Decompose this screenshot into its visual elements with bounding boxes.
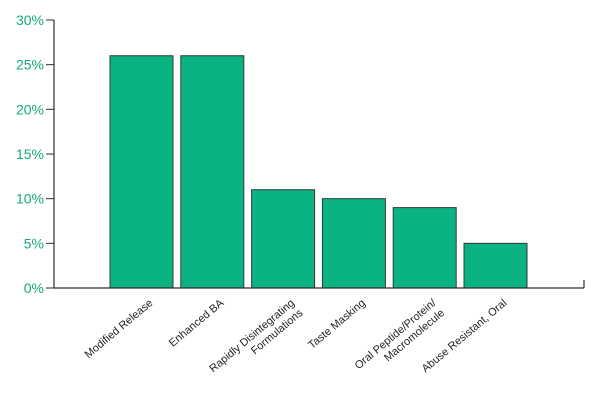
bar (321, 198, 386, 289)
y-tick-label: 10% (16, 191, 44, 207)
y-tick-label: 5% (24, 235, 44, 251)
axes (46, 19, 585, 289)
x-category-label: Taste Masking (306, 297, 368, 351)
bar (180, 55, 245, 289)
y-tick-label: 25% (16, 57, 44, 73)
y-tick-label: 0% (24, 280, 44, 296)
y-axis-tick-labels: 0% 5% 10% 15% 20% 25% 30% (16, 12, 44, 296)
x-category-label: Rapidly DisintegratingFormulations (207, 297, 305, 385)
y-tick-label: 20% (16, 101, 44, 117)
x-category-label-line: Modified Release (83, 297, 156, 361)
bar (463, 242, 528, 289)
x-category-label-line: Taste Masking (306, 297, 368, 351)
y-tick-label: 30% (16, 12, 44, 28)
bar (251, 189, 316, 289)
bars (109, 55, 528, 289)
bar (392, 207, 457, 289)
x-category-label: Modified Release (83, 297, 156, 361)
y-tick-label: 15% (16, 146, 44, 162)
x-category-label-line: Enhanced BA (167, 297, 227, 350)
bar (109, 55, 174, 289)
x-category-label: Enhanced BA (167, 297, 227, 350)
